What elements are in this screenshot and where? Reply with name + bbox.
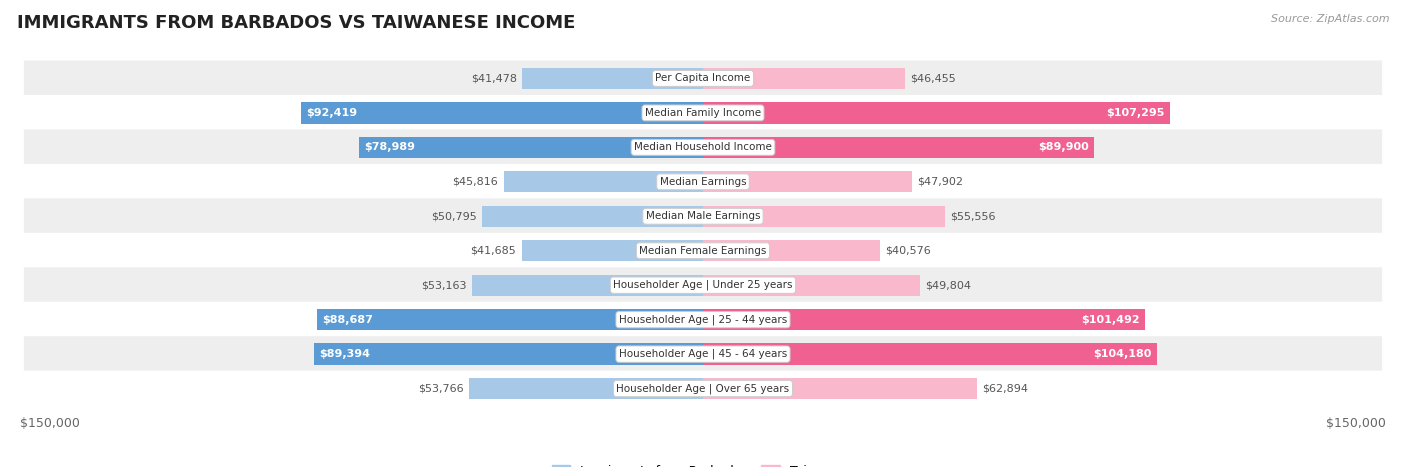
Text: Per Capita Income: Per Capita Income xyxy=(655,73,751,84)
Text: $107,295: $107,295 xyxy=(1107,108,1166,118)
Bar xyxy=(703,68,905,89)
Bar xyxy=(703,137,1094,158)
Text: $41,478: $41,478 xyxy=(471,73,517,84)
Text: $62,894: $62,894 xyxy=(981,383,1028,394)
Text: $92,419: $92,419 xyxy=(307,108,357,118)
Text: Householder Age | Under 25 years: Householder Age | Under 25 years xyxy=(613,280,793,290)
FancyBboxPatch shape xyxy=(24,233,1382,269)
Bar xyxy=(470,378,703,399)
Text: Median Female Earnings: Median Female Earnings xyxy=(640,246,766,256)
Text: $88,687: $88,687 xyxy=(322,315,373,325)
Bar xyxy=(301,102,703,124)
FancyBboxPatch shape xyxy=(24,95,1382,131)
Text: $89,394: $89,394 xyxy=(319,349,370,359)
Bar xyxy=(703,205,945,227)
Text: $40,576: $40,576 xyxy=(884,246,931,256)
Bar xyxy=(522,240,703,262)
Bar xyxy=(703,343,1157,365)
FancyBboxPatch shape xyxy=(24,164,1382,200)
Bar xyxy=(471,275,703,296)
Text: $46,455: $46,455 xyxy=(911,73,956,84)
FancyBboxPatch shape xyxy=(24,129,1382,165)
Text: $53,163: $53,163 xyxy=(420,280,467,290)
Bar xyxy=(359,137,703,158)
Bar xyxy=(703,102,1170,124)
Text: $45,816: $45,816 xyxy=(453,177,498,187)
Bar xyxy=(703,309,1144,330)
Text: $55,556: $55,556 xyxy=(950,211,995,221)
Bar xyxy=(703,378,977,399)
Legend: Immigrants from Barbados, Taiwanese: Immigrants from Barbados, Taiwanese xyxy=(547,460,859,467)
Text: Householder Age | 25 - 44 years: Householder Age | 25 - 44 years xyxy=(619,314,787,325)
Text: $49,804: $49,804 xyxy=(925,280,972,290)
Bar xyxy=(703,275,920,296)
Bar xyxy=(314,343,703,365)
Bar xyxy=(482,205,703,227)
FancyBboxPatch shape xyxy=(24,336,1382,372)
FancyBboxPatch shape xyxy=(24,267,1382,303)
Text: $89,900: $89,900 xyxy=(1039,142,1090,152)
FancyBboxPatch shape xyxy=(24,302,1382,338)
Text: $47,902: $47,902 xyxy=(917,177,963,187)
Bar xyxy=(503,171,703,192)
Text: $53,766: $53,766 xyxy=(418,383,464,394)
Text: $101,492: $101,492 xyxy=(1081,315,1140,325)
Bar xyxy=(523,68,703,89)
Text: Median Family Income: Median Family Income xyxy=(645,108,761,118)
Text: IMMIGRANTS FROM BARBADOS VS TAIWANESE INCOME: IMMIGRANTS FROM BARBADOS VS TAIWANESE IN… xyxy=(17,14,575,32)
Text: Householder Age | 45 - 64 years: Householder Age | 45 - 64 years xyxy=(619,349,787,359)
Text: Median Earnings: Median Earnings xyxy=(659,177,747,187)
Text: $78,989: $78,989 xyxy=(364,142,415,152)
Text: Source: ZipAtlas.com: Source: ZipAtlas.com xyxy=(1271,14,1389,24)
FancyBboxPatch shape xyxy=(24,61,1382,96)
Text: $41,685: $41,685 xyxy=(471,246,516,256)
Text: $104,180: $104,180 xyxy=(1092,349,1152,359)
Text: $50,795: $50,795 xyxy=(430,211,477,221)
Text: Median Household Income: Median Household Income xyxy=(634,142,772,152)
Bar xyxy=(703,240,880,262)
FancyBboxPatch shape xyxy=(24,198,1382,234)
Bar xyxy=(703,171,911,192)
FancyBboxPatch shape xyxy=(24,371,1382,406)
Text: Householder Age | Over 65 years: Householder Age | Over 65 years xyxy=(616,383,790,394)
Text: Median Male Earnings: Median Male Earnings xyxy=(645,211,761,221)
Bar xyxy=(316,309,703,330)
